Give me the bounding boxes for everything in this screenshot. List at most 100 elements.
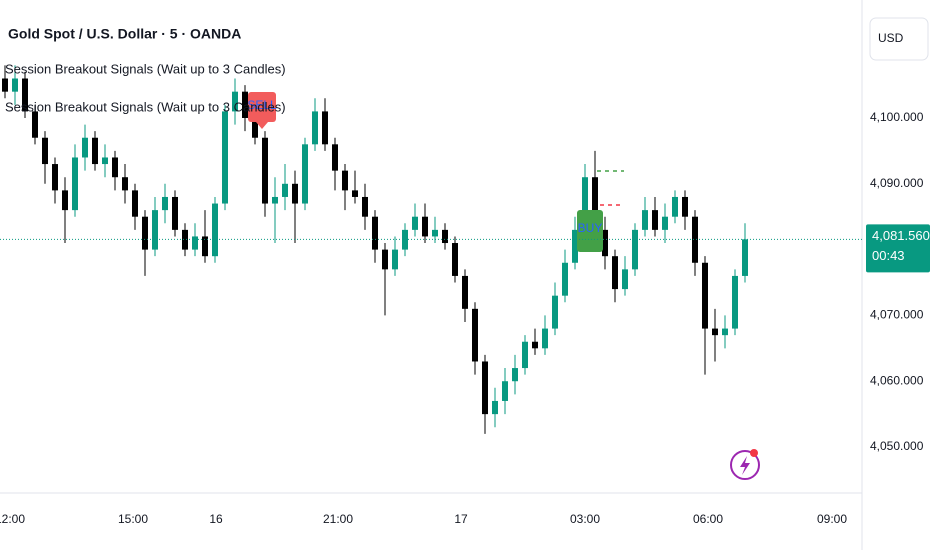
candle-body	[582, 177, 588, 230]
candle-body	[112, 157, 118, 178]
x-tick-label: 21:00	[323, 512, 353, 526]
candle-body	[622, 269, 628, 290]
candle-body	[62, 190, 68, 211]
candle-body	[192, 236, 198, 250]
sell-pointer	[256, 122, 268, 129]
candle-body	[362, 196, 368, 217]
plot	[2, 65, 748, 434]
candle-body	[72, 157, 78, 211]
candle-body	[292, 183, 298, 204]
candle-body	[282, 183, 288, 197]
candle-body	[632, 229, 638, 270]
sell-label: SELL	[247, 98, 277, 112]
candle-body	[122, 177, 128, 191]
candle-body	[312, 111, 318, 145]
candle-body	[182, 229, 188, 250]
candle-body	[92, 137, 98, 165]
candle-body	[202, 236, 208, 257]
candle-body	[412, 216, 418, 230]
candle-body	[2, 78, 8, 92]
candle-body	[22, 78, 28, 112]
last-price-label: 4,081.560	[872, 228, 930, 243]
x-tick-label: 12:00	[0, 512, 25, 526]
candle-body	[132, 190, 138, 217]
candle-body	[642, 210, 648, 230]
candle-body	[32, 111, 38, 138]
candle-body	[732, 275, 738, 329]
candle-body	[592, 177, 598, 230]
candle-body	[692, 216, 698, 263]
y-tick-label: 4,050.000	[870, 439, 924, 453]
candle-body	[12, 78, 18, 92]
candle-body	[172, 196, 178, 230]
candle-body	[522, 341, 528, 369]
candle-body	[662, 216, 668, 230]
indicator-title: Session Breakout Signals (Wait up to 3 C…	[5, 61, 286, 76]
candle-body	[572, 229, 578, 263]
candle-body	[542, 328, 548, 349]
x-tick-label: 15:00	[118, 512, 148, 526]
last-price-box	[866, 224, 930, 273]
candle-body	[222, 111, 228, 204]
candle-body	[262, 137, 268, 204]
y-tick-label: 4,060.000	[870, 373, 924, 387]
candle-body	[382, 249, 388, 270]
candle-body	[242, 91, 248, 118]
candle-body	[232, 91, 238, 112]
candle-body	[512, 368, 518, 382]
alert-dot	[750, 449, 758, 457]
candle-body	[492, 400, 498, 415]
y-tick-label: 4,090.000	[870, 176, 924, 190]
indicator-title: Session Breakout Signals (Wait up to 3 C…	[5, 99, 286, 114]
candle-body	[502, 381, 508, 401]
x-tick-label: 06:00	[693, 512, 723, 526]
candle-body	[682, 196, 688, 217]
candle-body	[42, 137, 48, 165]
candle-body	[422, 216, 428, 237]
candle-body	[462, 275, 468, 309]
candle-body	[102, 157, 108, 165]
currency-button[interactable]	[869, 17, 929, 61]
candle-body	[372, 216, 378, 250]
candle-body	[452, 243, 458, 276]
candle-body	[532, 341, 538, 349]
candle-body	[432, 229, 438, 237]
candle-body	[612, 256, 618, 290]
candle-body	[552, 295, 558, 329]
y-tick-label: 4,070.000	[870, 308, 924, 322]
candle-body	[332, 144, 338, 171]
candle-body	[302, 144, 308, 204]
candle-body	[52, 164, 58, 191]
candle-body	[562, 262, 568, 296]
x-tick-label: 09:00	[817, 512, 847, 526]
x-tick-label: 03:00	[570, 512, 600, 526]
candle-body	[152, 210, 158, 250]
candle-body	[602, 229, 608, 257]
candle-body	[742, 239, 748, 276]
candle-body	[322, 111, 328, 145]
candle-body	[82, 137, 88, 158]
candle-body	[442, 229, 448, 244]
countdown-label: 00:43	[872, 248, 905, 263]
candle-body	[712, 328, 718, 336]
candle-body	[722, 328, 728, 336]
candle-body	[252, 117, 258, 138]
symbol-title: Gold Spot / U.S. Dollar · 5 · OANDA	[8, 26, 241, 42]
x-tick-label: 17	[454, 512, 468, 526]
candle-body	[162, 196, 168, 211]
candle-body	[342, 170, 348, 191]
candle-body	[672, 196, 678, 217]
x-tick-label: 16	[209, 512, 223, 526]
candle-body	[392, 249, 398, 270]
currency-label[interactable]: USD	[878, 31, 904, 45]
candle-body	[352, 190, 358, 197]
alert-bolt	[740, 456, 750, 475]
candle-body	[272, 196, 278, 204]
candle-body	[472, 308, 478, 362]
candle-body	[652, 210, 658, 230]
candle-body	[142, 216, 148, 250]
buy-box	[577, 210, 603, 252]
